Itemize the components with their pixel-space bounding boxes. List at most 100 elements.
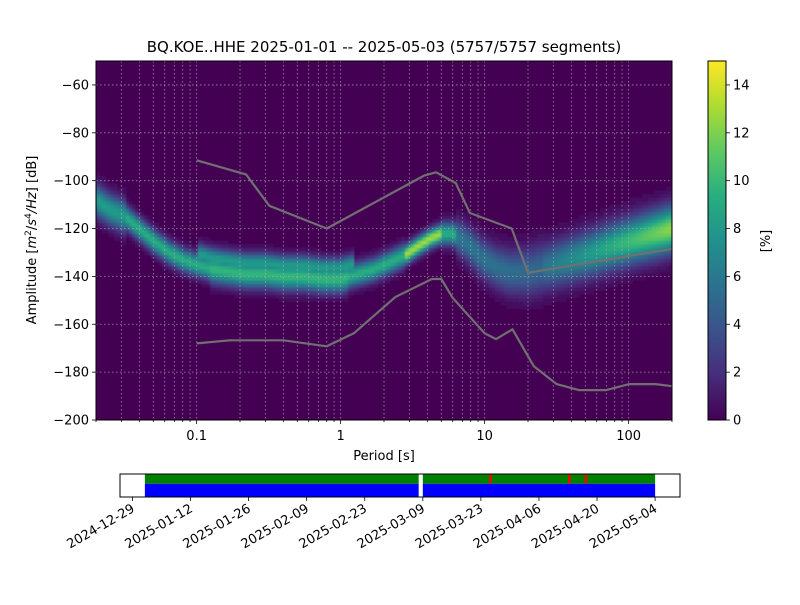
heatmap-cell <box>531 283 535 288</box>
heatmap-cell <box>666 222 670 227</box>
heatmap-cell <box>441 222 445 227</box>
heatmap-cell <box>432 229 436 234</box>
heatmap-cell <box>375 283 379 288</box>
heatmap-cell <box>297 279 301 284</box>
heatmap-cell <box>123 236 127 241</box>
heatmap-cell <box>594 283 598 288</box>
heatmap-cell <box>648 218 652 223</box>
heatmap-cell <box>363 251 367 256</box>
heatmap-cell <box>618 262 622 267</box>
heatmap-cell <box>648 201 652 205</box>
heatmap-cell <box>657 244 661 249</box>
heatmap-cell <box>489 287 493 292</box>
heatmap-cell <box>594 233 598 238</box>
heatmap-cell <box>414 236 418 241</box>
heatmap-cell <box>624 258 628 263</box>
heatmap-cell <box>189 247 193 252</box>
heatmap-cell <box>273 294 277 299</box>
heatmap-cell <box>633 197 637 202</box>
heatmap-cell <box>600 283 604 288</box>
heatmap-cell <box>198 236 202 241</box>
heatmap-cell <box>471 262 475 267</box>
heatmap-cell <box>519 305 523 310</box>
heatmap-cell <box>495 258 499 263</box>
heatmap-cell <box>195 265 199 270</box>
heatmap-cell <box>648 226 652 231</box>
heatmap-cell <box>291 258 295 263</box>
heatmap-cell <box>420 229 424 234</box>
heatmap-cell <box>351 272 355 277</box>
heatmap-cell <box>393 244 397 249</box>
heatmap-cell <box>243 254 247 259</box>
heatmap-cell <box>600 233 604 238</box>
heatmap-cell <box>525 236 529 241</box>
heatmap-cell <box>210 265 214 270</box>
heatmap-cell <box>369 276 373 281</box>
heatmap-cell <box>204 279 208 284</box>
heatmap-cell <box>498 254 502 259</box>
heatmap-cell <box>300 276 304 281</box>
heatmap-cell <box>399 265 403 270</box>
heatmap-cell <box>573 247 577 252</box>
heatmap-cell <box>210 258 214 263</box>
heatmap-cell <box>192 251 196 256</box>
heatmap-cell <box>669 229 672 234</box>
heatmap-cell <box>240 254 244 259</box>
heatmap-cell <box>648 208 652 213</box>
heatmap-cell <box>375 276 379 281</box>
heatmap-cell <box>333 287 337 292</box>
heatmap-cell <box>276 262 280 267</box>
heatmap-cell <box>399 236 403 241</box>
heatmap-cell <box>141 233 145 238</box>
heatmap-cell <box>525 276 529 281</box>
heatmap-cell <box>606 244 610 249</box>
heatmap-cell <box>576 294 580 299</box>
heatmap-cell <box>579 251 583 256</box>
heatmap-cell <box>366 279 370 284</box>
heatmap-cell <box>150 229 154 234</box>
heatmap-cell <box>126 215 130 220</box>
heatmap-cell <box>327 276 331 281</box>
heatmap-cell <box>108 218 112 223</box>
heatmap-cell <box>204 262 208 267</box>
heatmap-cell <box>441 215 445 220</box>
heatmap-cell <box>327 251 331 256</box>
heatmap-cell <box>198 244 202 249</box>
heatmap-cell <box>336 294 340 299</box>
heatmap-cell <box>549 233 553 238</box>
heatmap-cell <box>654 201 658 205</box>
heatmap-cell <box>549 301 553 306</box>
heatmap-cell <box>570 262 574 267</box>
heatmap-cell <box>573 254 577 259</box>
heatmap-cell <box>150 218 154 223</box>
heatmap-cell <box>102 179 106 184</box>
heatmap-cell <box>516 251 520 256</box>
heatmap-cell <box>555 269 559 274</box>
heatmap-cell <box>144 222 148 227</box>
heatmap-cell <box>540 254 544 259</box>
heatmap-cell <box>306 279 310 284</box>
heatmap-cell <box>591 251 595 256</box>
heatmap-cell <box>630 269 634 274</box>
heatmap-cell <box>657 269 661 274</box>
heatmap-cell <box>504 297 508 302</box>
heatmap-cell <box>342 251 346 256</box>
heatmap-cell <box>156 236 160 241</box>
heatmap-cell <box>582 276 586 281</box>
heatmap-cell <box>657 240 661 245</box>
heatmap-cell <box>474 226 478 231</box>
heatmap-cell <box>255 262 259 267</box>
heatmap-cell <box>588 276 592 281</box>
heatmap-cell <box>654 233 658 238</box>
heatmap-cell <box>291 279 295 284</box>
heatmap-cell <box>633 272 637 277</box>
heatmap-cell <box>564 276 568 281</box>
heatmap-cell <box>597 265 601 270</box>
heatmap-cell <box>114 233 118 238</box>
heatmap-cell <box>246 272 250 277</box>
heatmap-cell <box>390 244 394 249</box>
heatmap-cell <box>651 251 655 256</box>
heatmap-cell <box>594 279 598 284</box>
heatmap-cell <box>495 294 499 299</box>
heatmap-cell <box>393 240 397 245</box>
